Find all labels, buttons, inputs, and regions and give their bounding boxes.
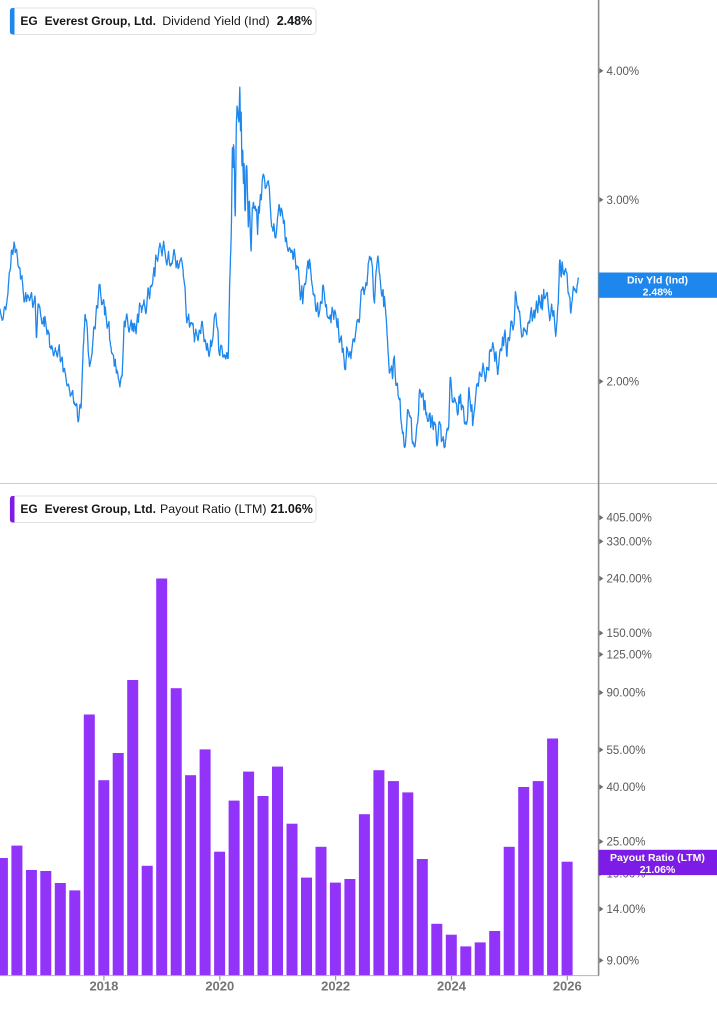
svg-text:2026: 2026 — [553, 979, 582, 994]
svg-text:2020: 2020 — [205, 979, 234, 994]
svg-text:55.00%: 55.00% — [607, 745, 646, 757]
svg-text:4.00%: 4.00% — [607, 66, 640, 78]
svg-text:2022: 2022 — [321, 979, 350, 994]
svg-text:Payout Ratio (LTM): Payout Ratio (LTM) — [160, 502, 267, 516]
svg-text:2018: 2018 — [89, 979, 118, 994]
svg-text:Payout Ratio (LTM): Payout Ratio (LTM) — [610, 852, 705, 864]
svg-text:25.00%: 25.00% — [607, 837, 646, 849]
svg-text:2.00%: 2.00% — [607, 377, 640, 389]
svg-text:330.00%: 330.00% — [607, 537, 652, 549]
svg-text:21.06%: 21.06% — [640, 864, 676, 876]
svg-text:2.48%: 2.48% — [277, 14, 312, 28]
svg-text:125.00%: 125.00% — [607, 650, 652, 662]
svg-text:40.00%: 40.00% — [607, 782, 646, 794]
svg-text:21.06%: 21.06% — [271, 502, 313, 516]
svg-text:90.00%: 90.00% — [607, 688, 646, 700]
svg-text:14.00%: 14.00% — [607, 904, 646, 916]
svg-text:2024: 2024 — [437, 979, 467, 994]
svg-text:EG: EG — [20, 14, 37, 28]
svg-text:Everest Group, Ltd.: Everest Group, Ltd. — [45, 14, 156, 28]
svg-text:EG: EG — [20, 502, 37, 516]
svg-text:Dividend Yield (Ind): Dividend Yield (Ind) — [162, 14, 269, 28]
svg-text:Everest Group, Ltd.: Everest Group, Ltd. — [45, 502, 156, 516]
svg-text:240.00%: 240.00% — [607, 574, 652, 586]
svg-text:150.00%: 150.00% — [607, 628, 652, 640]
svg-text:2.48%: 2.48% — [643, 287, 673, 299]
svg-text:9.00%: 9.00% — [607, 956, 640, 968]
svg-text:3.00%: 3.00% — [607, 195, 640, 207]
svg-text:405.00%: 405.00% — [607, 513, 652, 525]
svg-text:Div Yld (Ind): Div Yld (Ind) — [627, 275, 688, 287]
